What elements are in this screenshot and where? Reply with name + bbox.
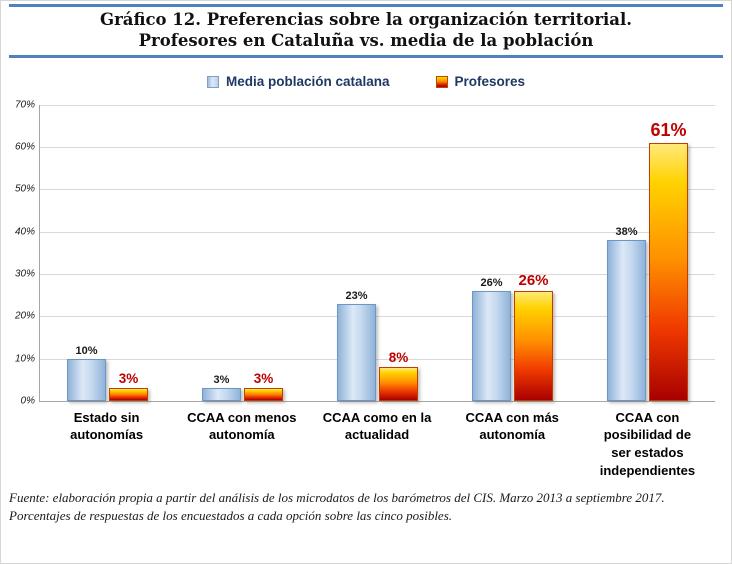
bar-value-label: 3% bbox=[118, 371, 139, 387]
x-axis-category-label: CCAA con posibilidad de ser estados inde… bbox=[599, 409, 696, 478]
bar-profesores: 8% bbox=[379, 350, 418, 401]
x-axis-labels: Estado sin autonomías CCAA con menos auto… bbox=[39, 409, 715, 479]
gridline bbox=[40, 274, 715, 276]
x-axis-category-label: Estado sin autonomías bbox=[70, 409, 144, 443]
bar-value-label: 3% bbox=[213, 374, 230, 387]
bar-value-label: 26% bbox=[480, 276, 503, 289]
gridline bbox=[40, 231, 715, 233]
bar-profesores: 61% bbox=[649, 120, 688, 401]
chart-title-line2: Profesores en Cataluña vs. media de la p… bbox=[138, 31, 594, 51]
bar-profesores: 3% bbox=[109, 371, 148, 401]
y-axis-tick-label: 20% bbox=[14, 310, 35, 322]
bar-value-label: 10% bbox=[75, 344, 98, 357]
y-axis-tick-label: 60% bbox=[14, 141, 35, 153]
chart-header: Gráfico 12. Preferencias sobre la organi… bbox=[1, 1, 731, 58]
legend-label-profesores: Profesores bbox=[454, 74, 526, 90]
bar-value-label: 23% bbox=[345, 289, 368, 302]
bar-groups: 10% 3% 3% 3% 23% 8% 26% 26% 38% 61% bbox=[40, 105, 715, 401]
gridline bbox=[40, 316, 715, 318]
legend-swatch-profesores-icon bbox=[435, 75, 448, 88]
gridline bbox=[40, 189, 715, 191]
x-axis-category-label: CCAA como en la actualidad bbox=[322, 409, 432, 443]
chart-title-line1: Gráfico 12. Preferencias sobre la organi… bbox=[100, 10, 632, 29]
bar-chart: 0% 10% 20% 30% 40% 50% 60% 70% 10% 3% 3% 3% 23% 8% 26… bbox=[15, 99, 715, 479]
bar-group: 3% 3% bbox=[175, 105, 310, 401]
bar-value-label: 26% bbox=[518, 271, 549, 289]
bar-media: 38% bbox=[607, 226, 646, 401]
bar-group: 23% 8% bbox=[310, 105, 445, 401]
y-axis-tick-label: 50% bbox=[14, 183, 35, 195]
y-axis-tick-label: 40% bbox=[14, 226, 35, 238]
bar-profesores: 3% bbox=[244, 371, 283, 401]
bar-group: 38% 61% bbox=[580, 105, 715, 401]
bar-profesores: 26% bbox=[514, 272, 553, 401]
bar-group: 10% 3% bbox=[40, 105, 175, 401]
bar-media: 23% bbox=[337, 290, 376, 401]
chart-legend: Media población catalana Profesores bbox=[1, 73, 731, 91]
header-bottom-rule bbox=[9, 54, 723, 58]
y-axis-tick-label: 0% bbox=[20, 395, 35, 407]
y-axis-tick-label: 10% bbox=[14, 353, 35, 365]
gridline bbox=[40, 147, 715, 149]
bar-media: 10% bbox=[67, 345, 106, 401]
legend-item-profesores: Profesores bbox=[435, 74, 526, 90]
bar-value-label: 8% bbox=[388, 350, 409, 366]
plot-area: 0% 10% 20% 30% 40% 50% 60% 70% 10% 3% 3% 3% 23% 8% 26… bbox=[15, 99, 715, 406]
chart-title: Gráfico 12. Preferencias sobre la organi… bbox=[1, 7, 731, 55]
bar-group: 26% 26% bbox=[445, 105, 580, 401]
gridline bbox=[40, 358, 715, 360]
bar-value-label: 3% bbox=[253, 371, 274, 387]
bar-media: 3% bbox=[202, 374, 241, 401]
legend-item-media: Media población catalana bbox=[206, 74, 390, 90]
bar-media: 26% bbox=[472, 277, 511, 401]
y-axis-tick-label: 70% bbox=[14, 99, 35, 111]
header-top-rule bbox=[9, 4, 723, 7]
x-axis-category-label: CCAA con más autonomía bbox=[465, 409, 559, 443]
legend-swatch-media-icon bbox=[206, 75, 219, 88]
legend-label-media: Media población catalana bbox=[225, 74, 390, 90]
source-note: Fuente: elaboración propia a partir del … bbox=[9, 490, 665, 523]
y-axis-tick-label: 30% bbox=[14, 268, 35, 280]
gridline bbox=[40, 104, 715, 106]
bar-value-label: 61% bbox=[650, 119, 687, 140]
bar-value-label: 38% bbox=[615, 226, 638, 239]
x-axis-category-label: CCAA con menos autonomía bbox=[187, 409, 297, 443]
